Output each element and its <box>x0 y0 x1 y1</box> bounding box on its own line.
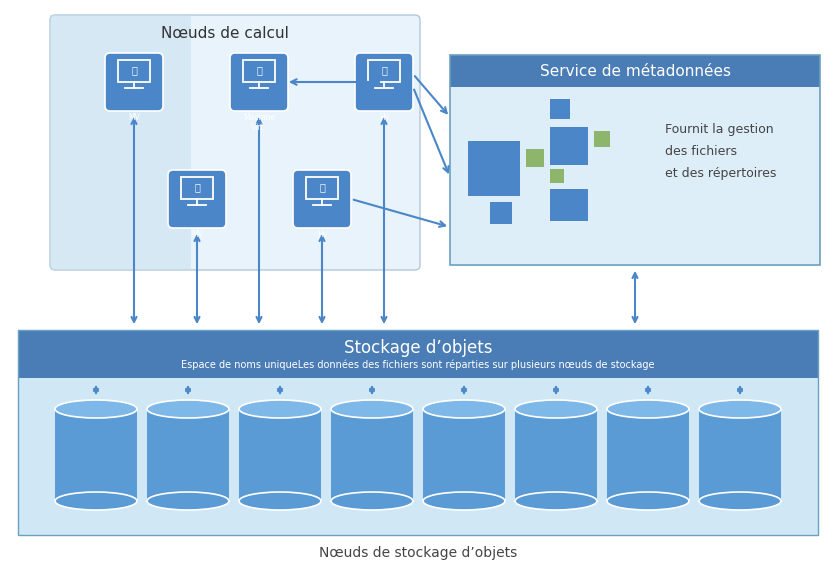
Text: Machine
Virt.: Machine Virt. <box>243 113 275 133</box>
Ellipse shape <box>239 492 321 510</box>
Text: MV: MV <box>128 113 140 122</box>
Text: ⬜: ⬜ <box>381 65 387 75</box>
FancyBboxPatch shape <box>50 15 420 270</box>
Bar <box>450 55 820 265</box>
Bar <box>699 409 781 501</box>
Ellipse shape <box>331 400 413 418</box>
Bar <box>306 177 338 199</box>
FancyBboxPatch shape <box>230 53 288 111</box>
Text: ⬜: ⬜ <box>319 182 325 192</box>
Bar <box>515 409 597 501</box>
Bar <box>526 149 544 167</box>
Bar <box>550 189 588 221</box>
Text: et des répertoires: et des répertoires <box>665 167 777 179</box>
Ellipse shape <box>423 400 505 418</box>
Bar <box>18 330 818 378</box>
Bar <box>550 169 564 183</box>
Text: Nœuds de stockage d’objets: Nœuds de stockage d’objets <box>319 546 517 560</box>
Text: Nœuds de calcul: Nœuds de calcul <box>161 26 289 40</box>
Ellipse shape <box>515 400 597 418</box>
Ellipse shape <box>331 492 413 510</box>
Bar <box>55 409 137 501</box>
Bar <box>239 409 321 501</box>
Text: ⬜: ⬜ <box>194 182 200 192</box>
Text: MV: MV <box>191 230 203 239</box>
Text: ⬜: ⬜ <box>256 65 262 75</box>
Bar <box>594 131 610 147</box>
Bar <box>423 409 505 501</box>
Text: ⬜: ⬜ <box>131 65 137 75</box>
Ellipse shape <box>55 492 137 510</box>
Bar <box>468 141 520 196</box>
Text: Service de métadonnées: Service de métadonnées <box>539 64 731 79</box>
Ellipse shape <box>607 400 689 418</box>
FancyBboxPatch shape <box>293 170 351 228</box>
Ellipse shape <box>515 492 597 510</box>
Ellipse shape <box>55 400 137 418</box>
Ellipse shape <box>147 492 229 510</box>
Ellipse shape <box>147 400 229 418</box>
Text: des fichiers: des fichiers <box>665 145 737 158</box>
Bar <box>550 99 570 119</box>
Bar <box>331 409 413 501</box>
Bar <box>450 55 820 87</box>
FancyBboxPatch shape <box>105 53 163 111</box>
Text: Fournit la gestion: Fournit la gestion <box>665 122 773 135</box>
Bar <box>243 60 275 82</box>
Ellipse shape <box>699 492 781 510</box>
Ellipse shape <box>239 400 321 418</box>
Bar <box>18 378 818 535</box>
Ellipse shape <box>607 492 689 510</box>
FancyBboxPatch shape <box>355 53 413 111</box>
Bar <box>550 127 588 165</box>
Bar <box>147 409 229 501</box>
Ellipse shape <box>423 492 505 510</box>
Bar <box>118 60 150 82</box>
Bar <box>181 177 213 199</box>
Bar <box>18 330 818 535</box>
Text: Espace de noms uniqueLes données des fichiers sont réparties sur plusieurs nœuds: Espace de noms uniqueLes données des fic… <box>181 360 655 370</box>
Text: Hv: Hv <box>317 230 327 239</box>
Text: Hv: Hv <box>379 113 389 122</box>
Bar <box>50 15 191 270</box>
Bar <box>368 60 400 82</box>
Ellipse shape <box>699 400 781 418</box>
Text: Stockage d’objets: Stockage d’objets <box>344 339 492 357</box>
Bar <box>490 202 512 224</box>
FancyBboxPatch shape <box>168 170 226 228</box>
Bar <box>607 409 689 501</box>
Bar <box>450 87 820 265</box>
